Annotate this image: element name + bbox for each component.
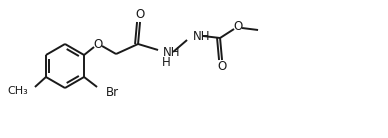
Text: NH: NH xyxy=(193,30,211,43)
Text: H: H xyxy=(162,55,170,68)
Text: CH₃: CH₃ xyxy=(7,86,28,96)
Text: O: O xyxy=(234,19,242,33)
Text: NH: NH xyxy=(163,47,180,59)
Text: O: O xyxy=(94,38,103,51)
Text: O: O xyxy=(135,9,145,22)
Text: Br: Br xyxy=(106,86,119,99)
Text: O: O xyxy=(217,60,227,74)
